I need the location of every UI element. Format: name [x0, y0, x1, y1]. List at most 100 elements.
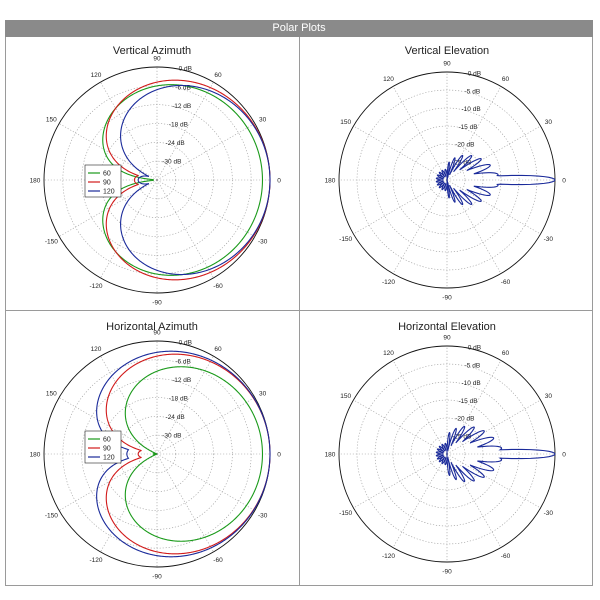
- angle-label: 150: [340, 119, 351, 126]
- legend-label: 120: [103, 189, 115, 196]
- grid-spoke: [156, 81, 214, 181]
- angle-label: -150: [45, 239, 58, 246]
- grid-spoke: [392, 86, 448, 181]
- grid-spoke: [58, 123, 158, 181]
- radial-db-label: -10 dB: [462, 106, 481, 113]
- angle-label: 90: [153, 330, 161, 337]
- angle-label: 180: [325, 452, 336, 459]
- radial-db-label: -15 dB: [458, 398, 477, 405]
- polar-grid: 0 30 60 90 120 150 180 -150 -120 -90 -60 -30 0 dB -5 …: [325, 335, 567, 576]
- legend-label: 90: [103, 180, 111, 187]
- panel-vertical-elevation: Vertical Elevation 0 30 60 90 120 150 180 -150 -…: [300, 37, 594, 310]
- angle-label: -60: [501, 553, 511, 560]
- grid-spoke: [353, 399, 448, 455]
- horizontal-divider: [5, 310, 593, 311]
- grid-spoke: [156, 453, 256, 511]
- angle-label: -150: [339, 236, 352, 243]
- grid-spoke: [156, 453, 214, 553]
- series-line-pattern: [435, 425, 556, 483]
- angle-label: 0: [277, 178, 281, 185]
- angle-label: 120: [91, 346, 102, 353]
- series-line-pattern: [435, 154, 556, 206]
- vertical-divider: [299, 37, 300, 586]
- angle-label: 150: [340, 393, 351, 400]
- radial-db-label: -6 dB: [175, 84, 191, 91]
- series-line-120: [120, 84, 271, 276]
- grid-spoke: [353, 179, 448, 235]
- angle-label: -90: [152, 574, 162, 581]
- series-line-120: [96, 350, 271, 558]
- grid-spoke: [353, 125, 448, 181]
- angle-label: 0: [277, 452, 281, 459]
- angle-label: -120: [382, 553, 395, 560]
- angle-label: -60: [213, 557, 223, 564]
- grid-spoke: [392, 360, 448, 455]
- angle-label: 180: [30, 452, 41, 459]
- grid-spoke: [392, 179, 448, 274]
- radial-db-label: -30 dB: [162, 158, 181, 165]
- radial-db-label: -18 dB: [169, 121, 188, 128]
- radial-db-label: 0 dB: [468, 71, 481, 78]
- panel-title: Vertical Azimuth: [112, 45, 192, 57]
- legend: 60 90 120: [84, 430, 122, 464]
- grid-spoke: [58, 179, 158, 237]
- radial-db-label: -12 dB: [172, 103, 191, 110]
- angle-label: 90: [443, 61, 451, 68]
- legend: 60 90 120: [84, 164, 122, 198]
- angle-label: -30: [544, 236, 554, 243]
- radial-db-label: -20 dB: [455, 416, 474, 423]
- grid-spoke: [446, 360, 502, 455]
- angle-label: -90: [442, 569, 452, 576]
- radial-db-label: -18 dB: [169, 395, 188, 402]
- polar-grid: 0 30 60 90 120 150 180 -150 -120 -90 -60 -30 0 dB -5 …: [325, 61, 567, 302]
- angle-label: -90: [442, 295, 452, 302]
- grid-spoke: [156, 179, 256, 237]
- angle-label: 150: [46, 391, 57, 398]
- angle-label: 0: [562, 452, 566, 459]
- radial-db-label: 0 dB: [468, 345, 481, 352]
- panel-title: Horizontal Azimuth: [106, 321, 198, 333]
- angle-label: 60: [214, 346, 222, 353]
- radial-db-label: -20 dB: [455, 142, 474, 149]
- angle-label: 60: [502, 76, 510, 83]
- panel-title: Vertical Elevation: [404, 45, 490, 57]
- panel-title: Horizontal Elevation: [398, 321, 496, 333]
- radial-db-label: -12 dB: [172, 377, 191, 384]
- legend-label: 120: [103, 455, 115, 462]
- angle-label: 30: [259, 117, 267, 124]
- series-line-90: [105, 79, 271, 281]
- radial-db-label: -6 dB: [175, 358, 191, 365]
- series-line-60: [124, 366, 264, 542]
- series-line-90: [105, 353, 271, 555]
- angle-label: 180: [325, 178, 336, 185]
- angle-label: 150: [46, 117, 57, 124]
- angle-label: -150: [45, 513, 58, 520]
- angle-label: -60: [501, 279, 511, 286]
- angle-label: -90: [152, 300, 162, 307]
- legend-label: 60: [103, 171, 111, 178]
- angle-label: -30: [258, 513, 268, 520]
- grid-spoke: [100, 355, 158, 455]
- angle-label: 30: [545, 393, 553, 400]
- grid-spoke: [100, 81, 158, 181]
- radial-db-label: -10 dB: [462, 380, 481, 387]
- grid-spoke: [353, 453, 448, 509]
- angle-label: -60: [213, 283, 223, 290]
- grid-spoke: [446, 179, 541, 235]
- grid-spoke: [446, 125, 541, 181]
- angle-label: 60: [502, 350, 510, 357]
- angle-label: 120: [383, 76, 394, 83]
- grid-spoke: [156, 397, 256, 455]
- radial-db-label: -24 dB: [166, 140, 185, 147]
- angle-label: -150: [339, 510, 352, 517]
- grid-spoke: [392, 453, 448, 548]
- angle-label: -30: [544, 510, 554, 517]
- header-bar: Polar Plots: [5, 20, 593, 37]
- angle-label: -120: [382, 279, 395, 286]
- angle-label: 60: [214, 72, 222, 79]
- angle-label: -120: [89, 283, 102, 290]
- legend-label: 90: [103, 446, 111, 453]
- radial-db-label: -15 dB: [458, 124, 477, 131]
- angle-label: 180: [30, 178, 41, 185]
- angle-label: 120: [383, 350, 394, 357]
